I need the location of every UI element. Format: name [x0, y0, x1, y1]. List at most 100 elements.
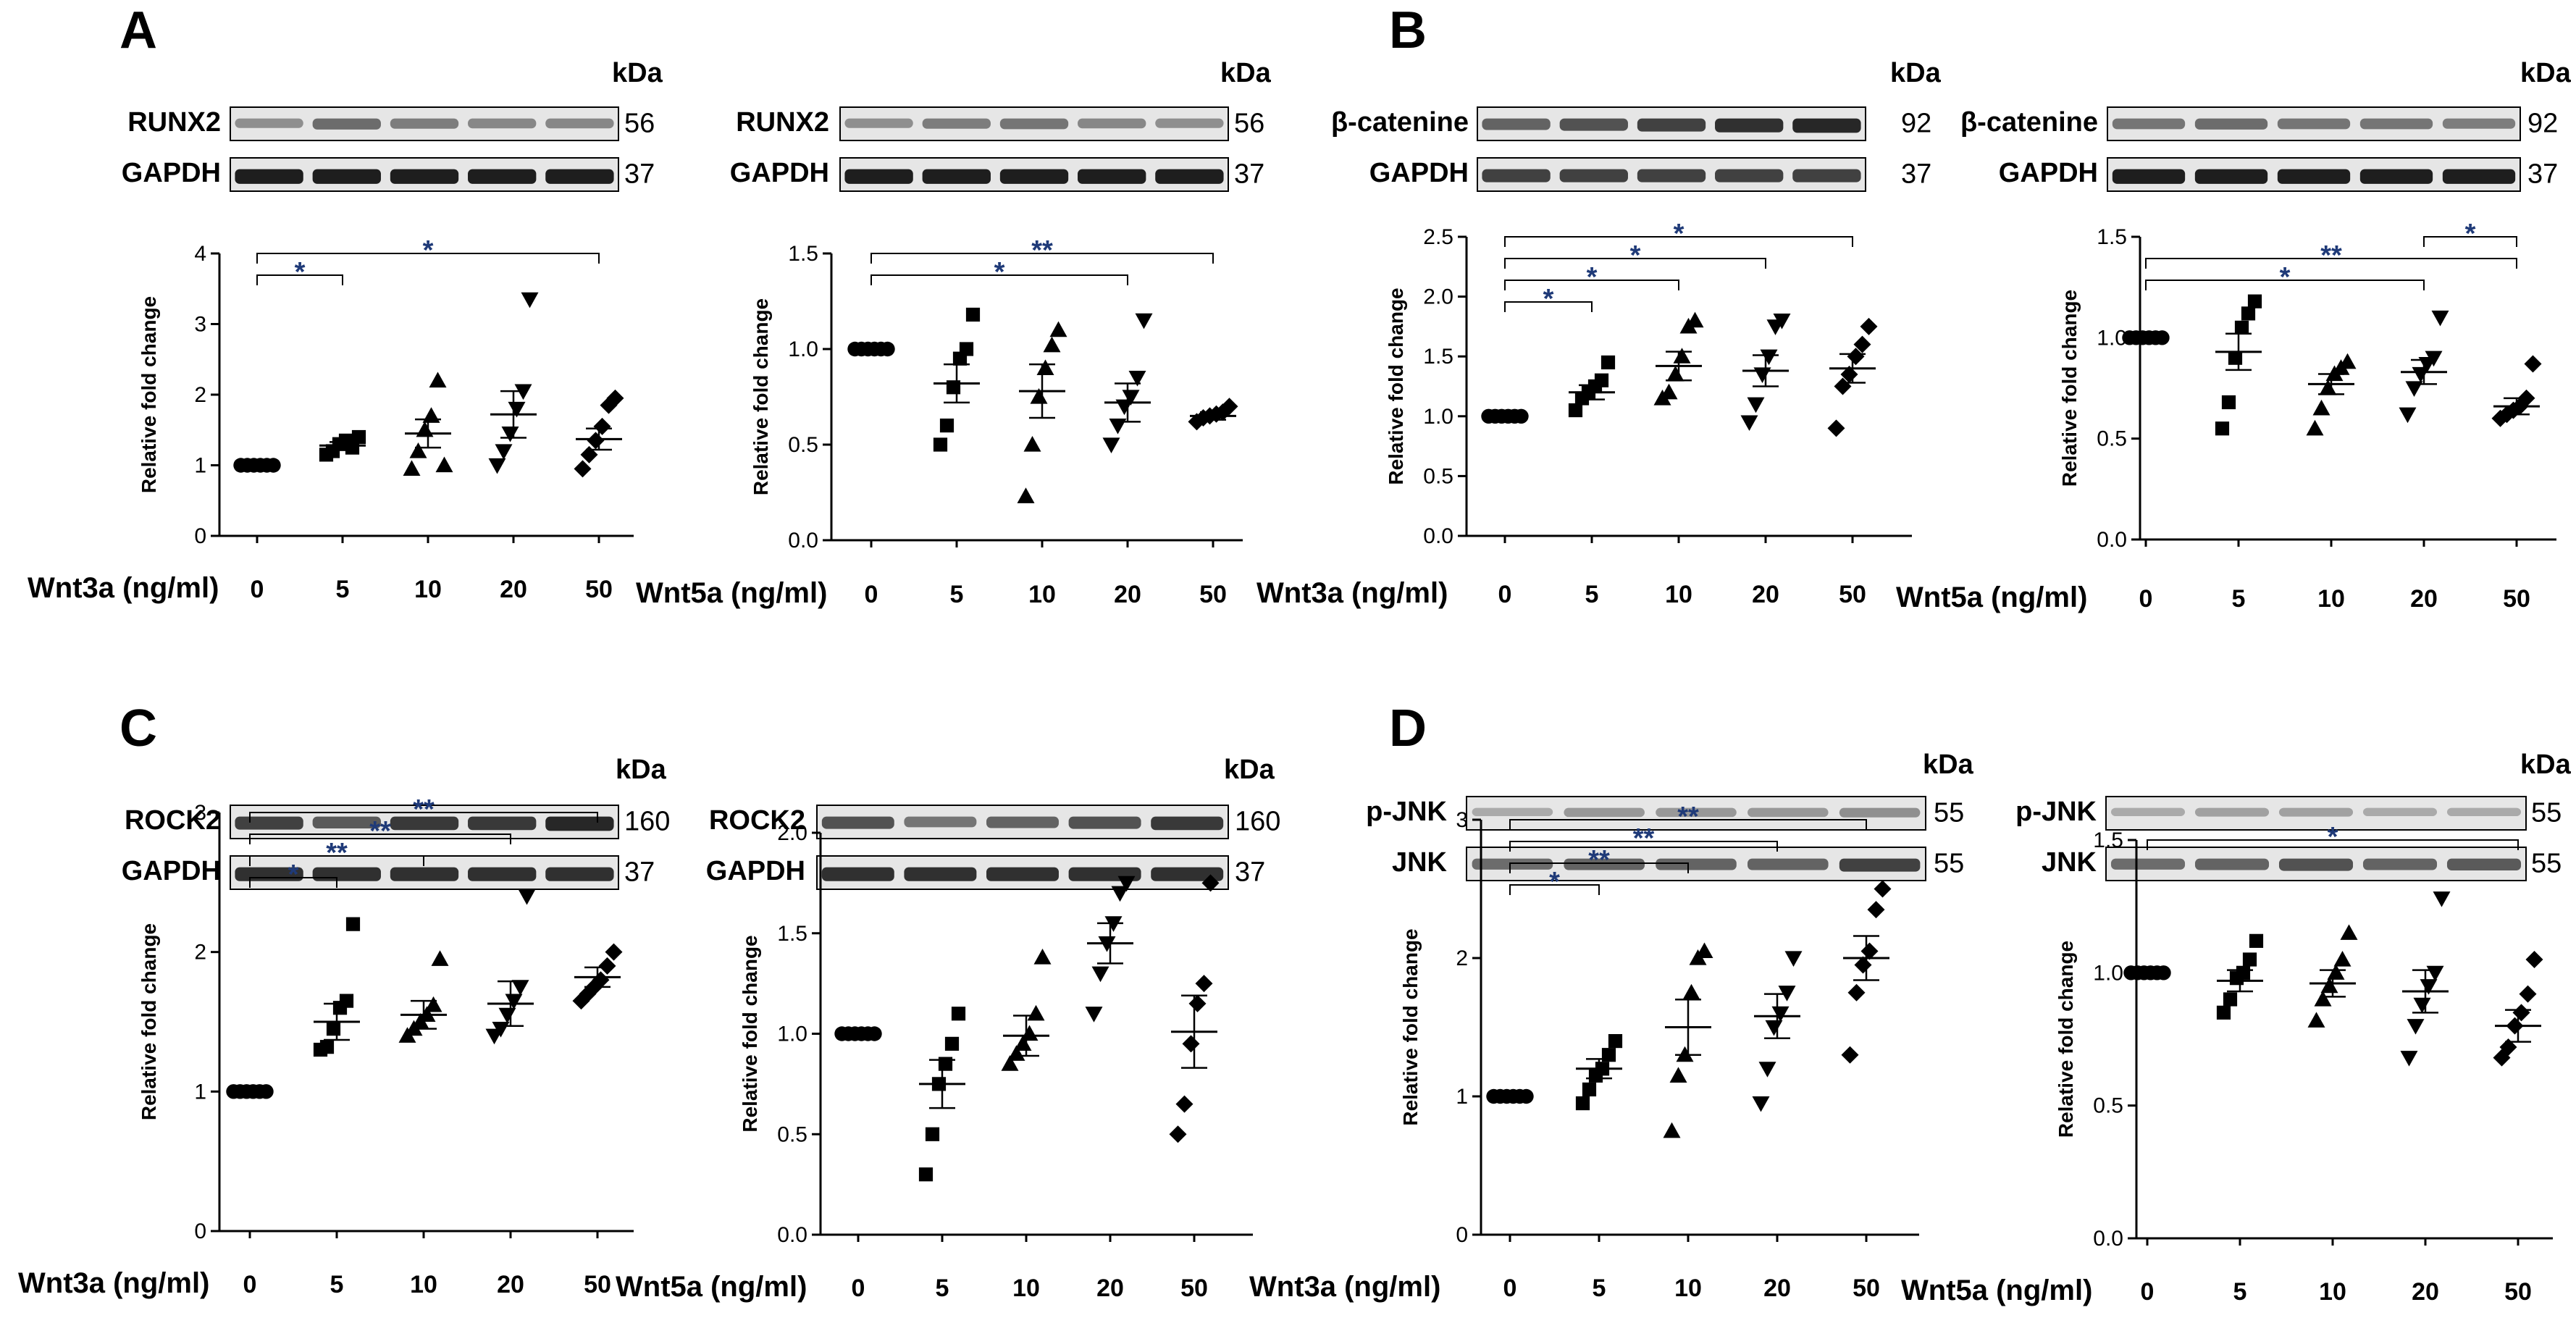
y-tick-label: 3: [1456, 808, 1468, 832]
x-category-label: 5: [2232, 585, 2246, 613]
data-point: [1017, 487, 1035, 503]
y-tick-label: 1.5: [777, 922, 807, 946]
data-point: [435, 456, 453, 473]
y-axis-label: Relative fold change: [2058, 290, 2081, 487]
data-point: [1014, 1035, 1032, 1051]
blot-band: [2278, 858, 2354, 871]
significance-label: *: [423, 235, 434, 266]
y-axis-label: Relative fold change: [1385, 287, 1407, 484]
subfigure-8: kDa p-JNK 55 JNK 55 0.0 0.5 1.0 1.5 Relative fold…: [1901, 750, 2572, 1306]
x-category-label: 5: [336, 576, 350, 603]
data-point: [1568, 403, 1583, 418]
significance-bracket: [256, 274, 343, 285]
blot-band: [312, 867, 381, 881]
x-category-label: 5: [1593, 1275, 1606, 1302]
blot-label: JNK: [2042, 847, 2097, 878]
data-point: [2242, 952, 2257, 967]
y-tick-label: 2: [194, 383, 206, 407]
blot-label: ROCK2: [125, 805, 221, 836]
data-point: [2320, 977, 2338, 994]
x-category-label: 0: [1498, 581, 1512, 608]
x-category-label: 5: [330, 1271, 344, 1298]
blot-band: [312, 816, 381, 829]
data-point: [939, 419, 955, 433]
blot-band: [1068, 816, 1141, 829]
kda-label: kDa: [1890, 58, 1942, 88]
data-point: [2327, 964, 2345, 980]
panel-letter-a: A: [119, 1, 157, 59]
x-category-label: 0: [251, 576, 264, 603]
blot-band: [1155, 169, 1224, 184]
significance-bracket: [256, 253, 600, 264]
significance-bracket: [249, 812, 598, 823]
x-axis-title: Wnt5a (ng/ml): [1901, 1275, 2092, 1306]
significance-bracket: [2147, 839, 2519, 850]
y-tick-label: 0: [194, 1219, 206, 1243]
data-point: [2525, 951, 2543, 968]
data-point: [593, 417, 611, 435]
y-tick-label: 0.5: [777, 1122, 807, 1146]
data-point: [1854, 956, 1872, 974]
data-point: [2306, 419, 2324, 436]
x-category-label: 0: [852, 1275, 865, 1302]
blot-band: [2442, 169, 2516, 184]
blot-band: [1078, 118, 1146, 129]
blot-band: [821, 816, 894, 829]
molecular-weight: 37: [1234, 159, 1264, 190]
y-tick-label: 0.0: [2097, 528, 2127, 552]
data-point: [2338, 353, 2357, 369]
kda-label: kDa: [1220, 58, 1272, 88]
blot-band: [904, 816, 977, 828]
molecular-weight: 92: [1901, 109, 1931, 139]
blot-band: [999, 118, 1069, 130]
blot-band: [1715, 169, 1784, 182]
x-category-label: 0: [865, 581, 878, 608]
data-point: [1752, 1096, 1770, 1112]
x-category-label: 20: [1763, 1275, 1791, 1302]
data-point: [2247, 294, 2262, 308]
x-axis-title: Wnt5a (ng/ml): [616, 1271, 807, 1303]
y-tick-label: 1.5: [2097, 225, 2127, 249]
blot-label: RUNX2: [736, 107, 829, 138]
blot-band: [1559, 118, 1628, 131]
x-category-label: 5: [950, 581, 964, 608]
kda-label: kDa: [2520, 750, 2572, 780]
blot-band: [1472, 858, 1553, 870]
blot-band: [1151, 816, 1224, 831]
blot-band: [2362, 807, 2438, 817]
significance-label: **: [1031, 235, 1053, 266]
data-point: [1669, 1067, 1687, 1083]
blot-band: [1559, 169, 1628, 182]
significance-bracket: [2145, 280, 2425, 290]
blot-band: [2194, 169, 2268, 184]
data-point: [1860, 317, 1878, 335]
blot-band: [986, 816, 1059, 828]
data-point: [951, 1007, 966, 1021]
subfigure-5: kDa ROCK2 160 GAPDH 37 0 1 2 3 Relative fold chan…: [18, 755, 670, 1299]
data-point: [1085, 1007, 1103, 1023]
blot-band: [1472, 807, 1553, 817]
molecular-weight: 160: [624, 807, 670, 837]
kda-label: kDa: [1224, 755, 1275, 785]
data-point: [1784, 951, 1803, 967]
data-point: [2407, 1019, 2425, 1035]
data-point: [1201, 874, 1220, 892]
blot-strip-target: [230, 106, 619, 141]
blot-band: [235, 118, 303, 128]
x-category-label: 20: [497, 1271, 524, 1298]
significance-bracket: [2145, 258, 2517, 269]
y-tick-label: 2.5: [1423, 225, 1453, 249]
data-point: [965, 307, 981, 322]
data-point: [1033, 949, 1052, 965]
kda-label: kDa: [616, 755, 667, 785]
x-category-label: 10: [1028, 581, 1056, 608]
x-axis-title: Wnt3a (ng/ml): [1256, 577, 1448, 609]
data-point: [1102, 437, 1120, 453]
blot-band: [2442, 118, 2516, 129]
blot-label: GAPDH: [122, 856, 221, 886]
blot-band: [1482, 169, 1551, 182]
blot-label: p-JNK: [2015, 797, 2097, 827]
blot-band: [1748, 858, 1829, 870]
y-tick-label: 2.0: [1423, 285, 1453, 309]
